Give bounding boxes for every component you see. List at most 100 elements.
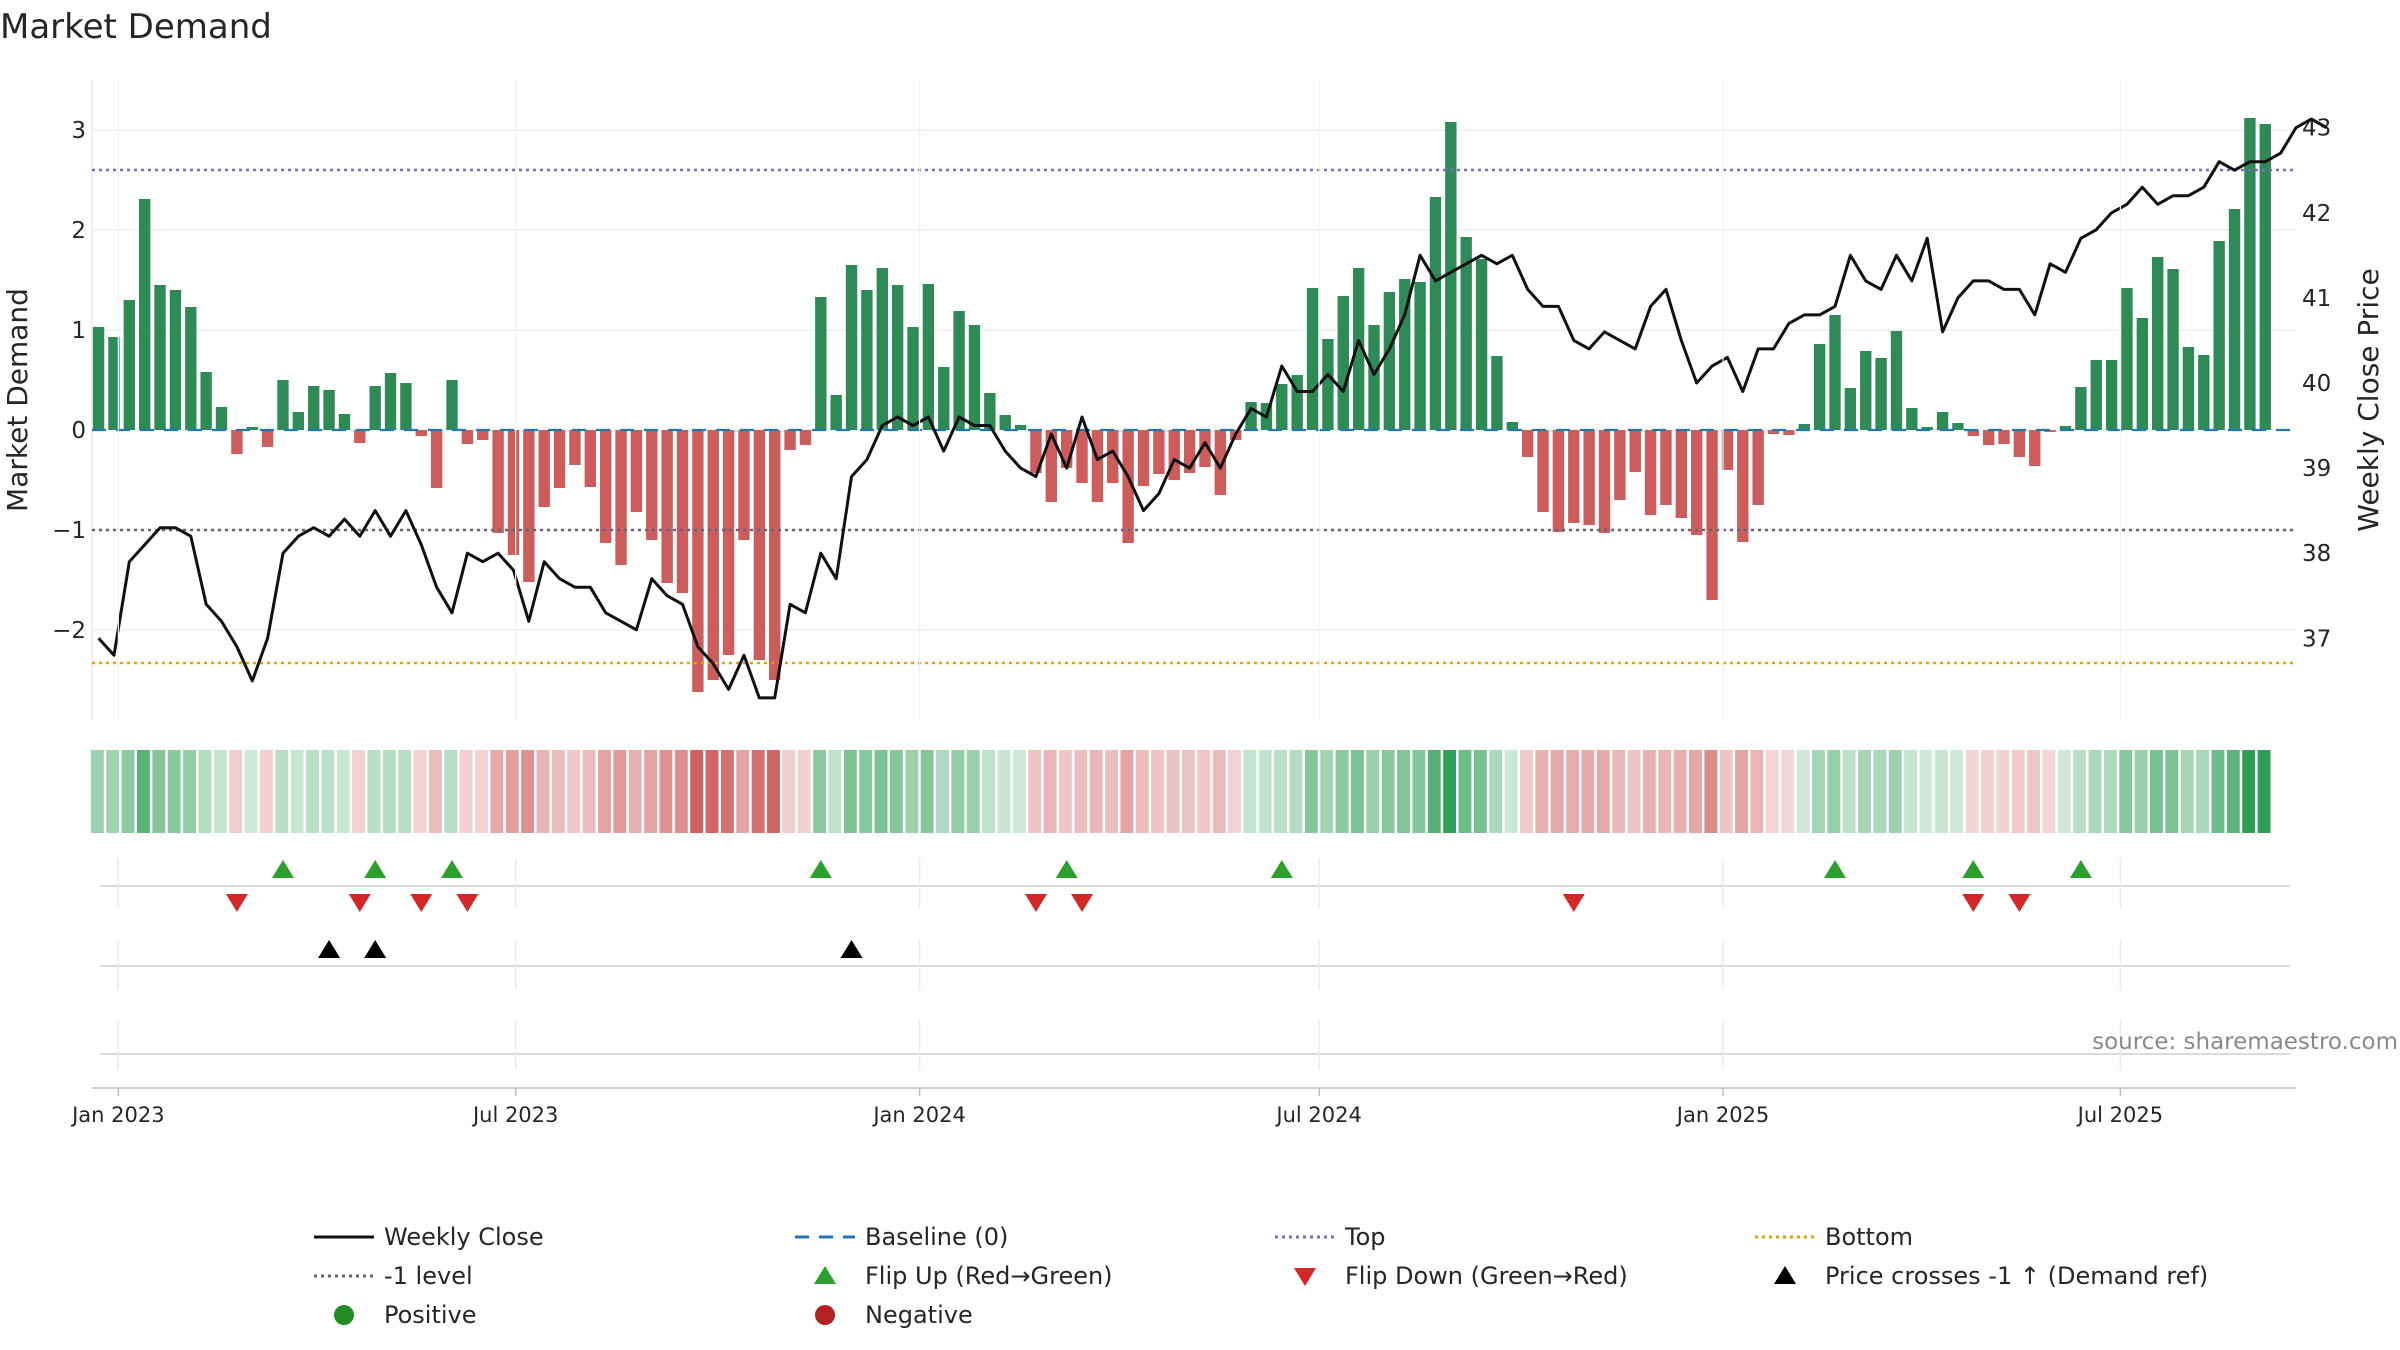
negative-bar [461,430,474,444]
heat-cell [1519,750,1533,833]
positive-bar [215,407,228,430]
negative-bar [2013,430,2026,457]
heat-cell [1212,750,1226,833]
flip-up-marker [271,860,294,878]
positive-bar [1906,408,1918,430]
heat-cell [936,750,949,833]
positive-bar [1798,424,1810,430]
positive-bar [1936,412,1949,430]
negative-bar [2044,430,2056,432]
positive-bar [2198,355,2210,430]
legend-swatch [1294,1268,1316,1286]
heat-cell [1304,750,1318,833]
heat-cell [167,750,181,833]
heat-cell [951,750,965,833]
negative-bar [707,430,719,680]
positive-bar [1813,344,1826,430]
legend-label: Negative [865,1301,973,1329]
heat-cell [1796,750,1810,833]
positive-bar [1829,315,1841,430]
positive-bar [1014,425,1027,430]
heat-cell [321,750,335,833]
positive-bar [2167,269,2179,430]
positive-bar [922,284,935,430]
positive-bar [338,414,351,430]
y-right-tick-label: 41 [2302,286,2331,312]
heat-cell [797,750,811,833]
heat-cell [1950,750,1964,833]
heat-cell [1658,750,1672,833]
heat-cell [1151,750,1165,833]
positive-bar [138,199,151,430]
positive-bar [1506,422,1518,430]
heat-cell [1719,750,1733,833]
heat-cell [966,750,980,833]
negative-bar [1199,430,1211,467]
positive-bar [2228,209,2241,430]
negative-bar [430,430,443,488]
legend-swatch [814,1266,836,1284]
positive-bar [2105,360,2118,430]
heat-cell [1581,750,1595,833]
positive-bar [815,297,827,430]
heat-cell [2211,750,2225,833]
flip-down-marker [1962,894,1985,912]
negative-bar [1214,430,1227,495]
positive-bar [2213,241,2225,430]
flip-down-marker [348,894,371,912]
y-left-tick-label: −2 [52,618,86,644]
negative-bar [1060,430,1073,468]
legend-swatch [815,1305,835,1325]
positive-bar [1383,292,1396,430]
heat-cell [1012,750,1026,833]
heat-cell [1965,750,1979,833]
negative-bar [1107,430,1119,483]
heat-cell [1919,750,1933,833]
heat-cell [1028,750,1042,833]
positive-bar [1306,288,1319,430]
positive-bar [2090,360,2102,430]
positive-bar [123,300,136,430]
flip-up-marker [1270,860,1293,878]
negative-bar [231,430,243,454]
positive-bar [938,367,950,430]
heat-cell [1627,750,1641,833]
negative-bar [1998,430,2010,444]
positive-bar [830,395,842,430]
heat-cell [2165,750,2179,833]
positive-bar [1352,268,1365,430]
positive-bar [2136,318,2149,430]
heat-cell [152,750,166,833]
negative-bar [661,430,673,583]
flip-down-marker [410,894,433,912]
flip-down-marker [456,894,479,912]
x-tick-label: Jan 2024 [871,1103,966,1127]
heat-cell [137,750,150,833]
heat-cell [352,750,366,833]
negative-bar [615,430,627,565]
negative-bar [784,430,796,450]
legend-label: Baseline (0) [865,1223,1008,1251]
heat-cell [505,750,519,833]
negative-bar [1721,430,1734,470]
heat-cell [982,750,996,833]
heat-cell [889,750,903,833]
positive-bar [92,327,105,430]
negative-bar [1091,430,1104,502]
positive-bar [308,386,320,430]
negative-bar [1183,430,1196,473]
heat-cell [2057,750,2071,833]
heat-cell [1842,750,1856,833]
positive-bar [1491,356,1503,430]
flip-down-marker [1024,894,1047,912]
positive-bar [1445,122,1457,430]
heat-cell [428,750,442,833]
heat-cell [1704,750,1718,833]
heat-cell [1443,750,1457,833]
x-tick-label: Jul 2023 [471,1103,558,1127]
legend-item: Weekly Close [314,1223,544,1251]
heat-cell [198,750,212,833]
heat-cell [782,750,796,833]
positive-bar [1399,279,1411,430]
heat-cell [1289,750,1303,833]
